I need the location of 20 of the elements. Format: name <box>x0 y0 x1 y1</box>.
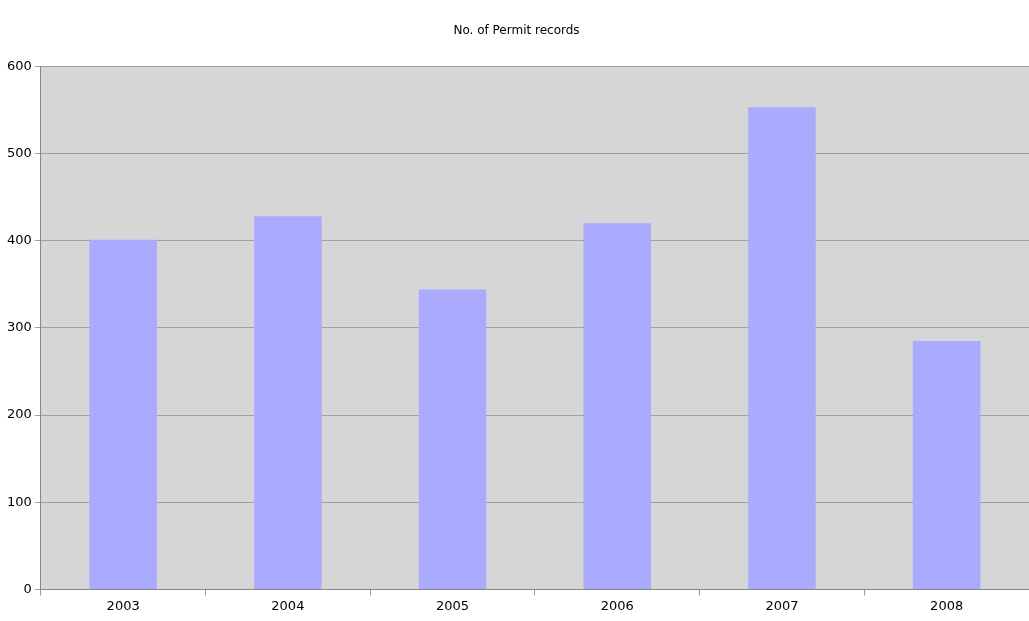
bar <box>583 223 652 589</box>
bar <box>748 107 816 589</box>
y-tick-label: 400 <box>6 232 32 248</box>
bar <box>418 289 487 589</box>
y-tick-label: 0 <box>23 580 32 596</box>
bar <box>89 239 157 589</box>
y-tick-label: 100 <box>6 493 32 509</box>
x-tick-label: 2003 <box>106 597 140 613</box>
y-tick-label: 300 <box>6 319 32 335</box>
bar <box>254 216 322 589</box>
y-tick-label: 500 <box>6 144 32 160</box>
x-tick-label: 2004 <box>271 597 305 613</box>
bar <box>912 340 981 589</box>
x-tick-label: 2007 <box>765 597 799 613</box>
y-tick-label: 600 <box>6 57 32 73</box>
x-tick-label: 2006 <box>600 597 634 613</box>
x-tick-label: 2008 <box>930 597 964 613</box>
chart-title: No. of Permit records <box>453 23 580 38</box>
x-tick-label: 2005 <box>436 597 470 613</box>
y-tick-label: 200 <box>6 406 32 422</box>
